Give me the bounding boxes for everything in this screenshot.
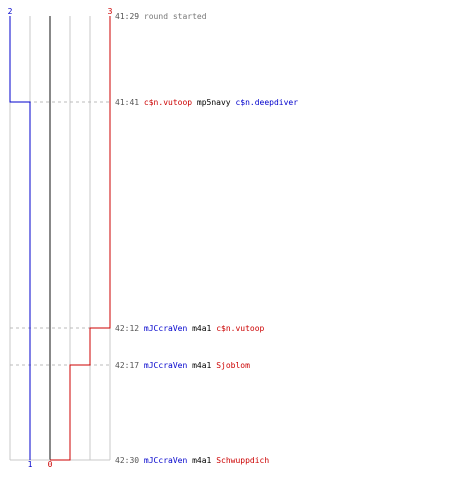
event-time: 42:17: [115, 361, 139, 370]
event-time: 41:41: [115, 98, 139, 107]
team-b-start-count: 3: [108, 7, 113, 16]
weapon-name: m4a1: [187, 324, 216, 333]
player-name-team-a: mJCcraVen: [144, 361, 188, 370]
event-line: 42:30 mJCcraVen m4a1 Schwuppdich: [115, 456, 269, 465]
event-log: 41:29 round started 41:41 c$n.vutoop mp5n…: [115, 12, 298, 465]
player-name-team-b: Sjoblom: [216, 361, 250, 370]
team-a-start-count: 2: [8, 7, 13, 16]
player-name-team-b: c$n.vutoop: [216, 324, 264, 333]
weapon-name: m4a1: [187, 361, 216, 370]
team-a-alive-line: [9, 16, 31, 460]
weapon-name: m4a1: [187, 456, 216, 465]
player-name-team-a: mJCcraVen: [144, 324, 188, 333]
player-name-team-a: c$n.deepdiver: [235, 98, 298, 107]
weapon-name: mp5navy: [192, 98, 235, 107]
team-b-alive-line: [50, 16, 111, 461]
event-guides: [10, 101, 110, 366]
event-time: 42:12: [115, 324, 139, 333]
event-time: 41:29: [115, 12, 139, 21]
event-line: 42:12 mJCcraVen m4a1 c$n.vutoop: [115, 324, 265, 333]
grid-lines: [9, 16, 111, 460]
event-message: round started: [144, 12, 207, 21]
player-name-team-b: c$n.vutoop: [144, 98, 192, 107]
team-b-end-count: 0: [48, 460, 53, 469]
player-name-team-a: mJCcraVen: [144, 456, 188, 465]
event-line: 42:17 mJCcraVen m4a1 Sjoblom: [115, 361, 250, 370]
team-a-end-count: 1: [28, 460, 33, 469]
event-time: 42:30: [115, 456, 139, 465]
event-line: 41:41 c$n.vutoop mp5navy c$n.deepdiver: [115, 98, 298, 107]
event-line: 41:29 round started: [115, 12, 207, 21]
player-name-team-b: Schwuppdich: [216, 456, 269, 465]
